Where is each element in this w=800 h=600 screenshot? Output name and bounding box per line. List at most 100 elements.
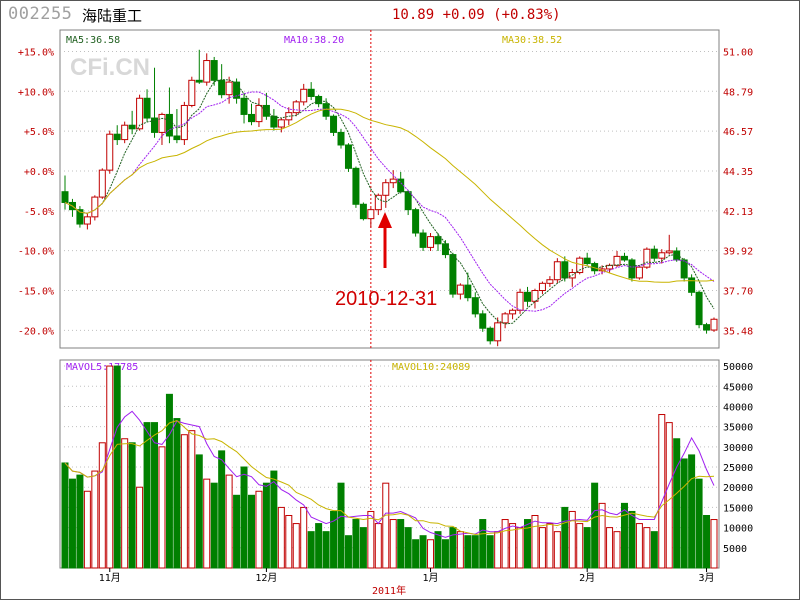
candle-body [203,60,211,83]
volume-bar [628,510,636,569]
left-percent-tick: +10.0% [18,87,54,98]
candle-body [456,284,464,295]
month-label: 11月 [99,572,121,584]
volume-bar [188,430,196,569]
volume-bar [680,458,688,569]
ma5-line [64,79,715,325]
candle-body [151,117,159,133]
right-price-tick: 37.70 [723,287,753,298]
volume-tick: 30000 [723,443,753,454]
candle-body [374,194,382,211]
volume-bar [121,438,129,569]
volume-bar [61,462,69,569]
volume-bar [255,490,263,569]
volume-bar [165,393,173,569]
candle-body [695,291,703,326]
volume-bar [91,470,99,569]
candle-body [359,203,367,220]
candle-body [464,284,472,299]
candle-body [83,216,91,225]
candle-body [620,255,628,261]
volume-bar [598,502,606,569]
arrow-head [378,212,392,228]
volume-bar [591,482,599,569]
candle-body [509,309,517,315]
volume-bar [262,482,270,569]
volume-bar [225,474,233,569]
volume-bar [359,527,367,569]
right-price-tick: 39.92 [723,247,753,258]
volume-bar [151,422,159,569]
candle-body [270,115,278,128]
candle-body [710,318,718,331]
left-percent-tick: -15.0% [18,287,54,298]
volume-bar [613,531,621,569]
mavol5-legend: MAVOL5:17785 [66,362,138,373]
candle-body [98,169,106,198]
candle-body [673,250,681,261]
volume-bar [136,486,144,569]
volume-bar [307,531,315,569]
left-percent-tick: +0.0% [24,167,54,178]
volume-bar [531,514,539,569]
candle-body [434,236,442,245]
candle-body [188,79,196,106]
volume-bar [643,527,651,569]
ma10-legend: MA10:38.20 [284,35,344,46]
volume-bar [516,527,524,569]
volume-bar [180,434,188,569]
volume-bar [471,535,479,569]
volume-bar [173,418,181,569]
candle-body [128,124,136,130]
left-percent-tick: +5.0% [24,127,54,138]
volume-bar [441,539,449,569]
candle-body [703,324,711,331]
candle-body [658,252,666,259]
candle-body [471,297,479,315]
left-percent-tick: -20.0% [18,326,54,337]
candle-body [277,119,285,128]
volume-bar [300,506,308,569]
volume-bar [479,519,487,569]
candle-body [635,266,643,279]
right-price-tick: 46.57 [723,127,753,138]
volume-tick: 25000 [723,463,753,474]
candle-body [255,104,263,123]
candle-body [524,291,532,302]
mavol5-line [64,410,715,538]
candle-body [427,236,435,248]
watermark: CFi.CN [70,54,150,81]
candle-body [292,101,300,114]
volume-bar [412,539,420,569]
month-label: 2月 [579,572,595,584]
candle-body [218,79,226,96]
candle-body [330,115,338,133]
candle-body [613,255,621,266]
volume-bar [330,510,338,569]
candle-body [553,261,561,281]
year-label: 2011年 [372,584,406,597]
right-price-tick: 35.48 [723,326,753,337]
volume-bar [247,494,255,569]
candle-body [225,81,233,96]
volume-bar [344,535,352,569]
volume-bar [106,365,114,569]
volume-bar [486,535,494,569]
candle-body [643,248,651,268]
volume-bar [374,523,382,569]
candle-body [158,113,166,133]
volume-bar [143,422,151,569]
candle-body [143,97,151,119]
right-price-tick: 42.13 [723,207,753,218]
ma10-line [64,91,715,312]
candle-body [412,209,420,234]
ma5-legend: MA5:36.58 [66,35,120,46]
candle-body [91,196,99,218]
ma30-legend: MA30:38.52 [502,35,562,46]
right-price-tick: 48.79 [723,87,753,98]
volume-tick: 10000 [723,524,753,535]
volume-bar [419,535,427,569]
candle-body [583,257,591,265]
volume-bar [382,482,390,569]
date-annotation: 2010-12-31 [335,288,437,310]
